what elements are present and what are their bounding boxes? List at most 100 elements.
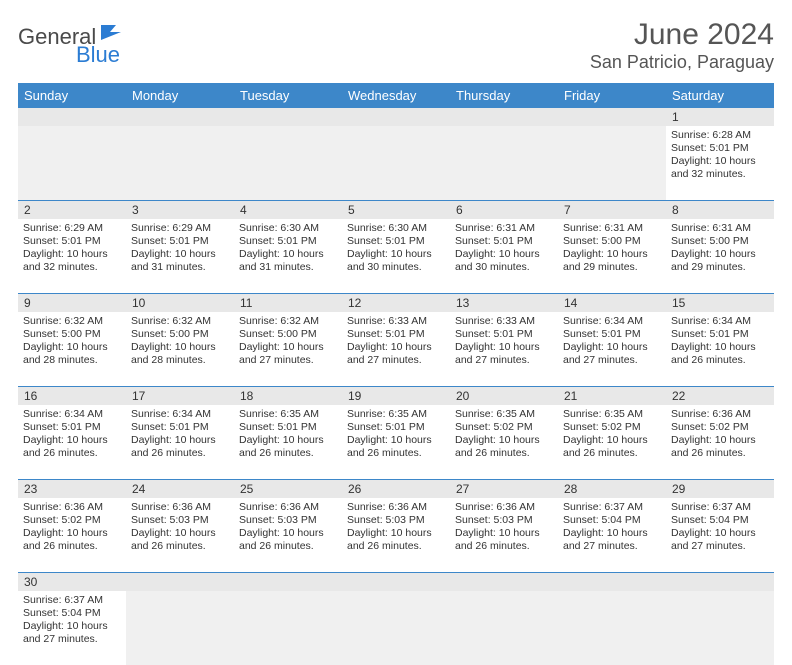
sunset-line: Sunset: 5:03 PM [455, 514, 553, 527]
weekday-header: Tuesday [234, 83, 342, 108]
day2-line: and 26 minutes. [455, 540, 553, 553]
sunrise-line: Sunrise: 6:36 AM [23, 501, 121, 514]
day-number: 26 [342, 480, 450, 498]
calendar-cell: Sunrise: 6:33 AMSunset: 5:01 PMDaylight:… [450, 312, 558, 386]
calendar-cell-empty [342, 591, 450, 665]
sunset-line: Sunset: 5:00 PM [131, 328, 229, 341]
calendar-cell: Sunrise: 6:36 AMSunset: 5:02 PMDaylight:… [18, 498, 126, 572]
calendar-cell-empty [666, 591, 774, 665]
weekday-header: Thursday [450, 83, 558, 108]
day2-line: and 32 minutes. [23, 261, 121, 274]
day-number: 17 [126, 387, 234, 405]
day-number [558, 108, 666, 126]
calendar-cell: Sunrise: 6:35 AMSunset: 5:02 PMDaylight:… [450, 405, 558, 479]
sunrise-line: Sunrise: 6:35 AM [563, 408, 661, 421]
sunset-line: Sunset: 5:00 PM [239, 328, 337, 341]
day2-line: and 26 minutes. [131, 540, 229, 553]
day-number: 3 [126, 201, 234, 219]
sunrise-line: Sunrise: 6:35 AM [239, 408, 337, 421]
day-number: 10 [126, 294, 234, 312]
day-number: 8 [666, 201, 774, 219]
day-number [450, 573, 558, 591]
sunset-line: Sunset: 5:01 PM [23, 421, 121, 434]
day1-line: Daylight: 10 hours [23, 620, 121, 633]
day2-line: and 27 minutes. [347, 354, 445, 367]
calendar-cell-empty [234, 126, 342, 200]
sunrise-line: Sunrise: 6:37 AM [671, 501, 769, 514]
sunset-line: Sunset: 5:02 PM [455, 421, 553, 434]
day2-line: and 26 minutes. [671, 447, 769, 460]
calendar-week: Sunrise: 6:28 AMSunset: 5:01 PMDaylight:… [18, 126, 774, 201]
page-header: GeneralBlue June 2024 San Patricio, Para… [18, 18, 774, 73]
calendar-cell: Sunrise: 6:31 AMSunset: 5:01 PMDaylight:… [450, 219, 558, 293]
calendar-cell: Sunrise: 6:35 AMSunset: 5:01 PMDaylight:… [342, 405, 450, 479]
calendar-cell: Sunrise: 6:32 AMSunset: 5:00 PMDaylight:… [234, 312, 342, 386]
day-number [126, 573, 234, 591]
day1-line: Daylight: 10 hours [563, 341, 661, 354]
day-number [558, 573, 666, 591]
weekday-header: Monday [126, 83, 234, 108]
sunrise-line: Sunrise: 6:31 AM [455, 222, 553, 235]
sunset-line: Sunset: 5:03 PM [239, 514, 337, 527]
day-number-row: 1 [18, 108, 774, 126]
sunrise-line: Sunrise: 6:28 AM [671, 129, 769, 142]
day-number [234, 108, 342, 126]
day-number: 9 [18, 294, 126, 312]
day2-line: and 26 minutes. [131, 447, 229, 460]
sunrise-line: Sunrise: 6:34 AM [23, 408, 121, 421]
day1-line: Daylight: 10 hours [563, 248, 661, 261]
calendar-cell: Sunrise: 6:35 AMSunset: 5:01 PMDaylight:… [234, 405, 342, 479]
calendar-cell: Sunrise: 6:29 AMSunset: 5:01 PMDaylight:… [18, 219, 126, 293]
day-number: 18 [234, 387, 342, 405]
sunrise-line: Sunrise: 6:29 AM [23, 222, 121, 235]
day1-line: Daylight: 10 hours [23, 248, 121, 261]
day1-line: Daylight: 10 hours [131, 434, 229, 447]
calendar-week: Sunrise: 6:36 AMSunset: 5:02 PMDaylight:… [18, 498, 774, 573]
flag-icon [99, 32, 127, 44]
calendar-cell: Sunrise: 6:32 AMSunset: 5:00 PMDaylight:… [18, 312, 126, 386]
calendar-grid: Sunday Monday Tuesday Wednesday Thursday… [18, 83, 774, 665]
day2-line: and 26 minutes. [23, 447, 121, 460]
day1-line: Daylight: 10 hours [563, 527, 661, 540]
sunrise-line: Sunrise: 6:36 AM [455, 501, 553, 514]
day2-line: and 27 minutes. [455, 354, 553, 367]
sunrise-line: Sunrise: 6:33 AM [455, 315, 553, 328]
sunset-line: Sunset: 5:01 PM [23, 235, 121, 248]
day2-line: and 26 minutes. [23, 540, 121, 553]
month-title: June 2024 [590, 18, 774, 52]
sunset-line: Sunset: 5:04 PM [23, 607, 121, 620]
sunset-line: Sunset: 5:02 PM [671, 421, 769, 434]
day1-line: Daylight: 10 hours [455, 527, 553, 540]
calendar-cell-empty [234, 591, 342, 665]
sunrise-line: Sunrise: 6:32 AM [131, 315, 229, 328]
day2-line: and 26 minutes. [671, 354, 769, 367]
calendar-week: Sunrise: 6:37 AMSunset: 5:04 PMDaylight:… [18, 591, 774, 665]
sunset-line: Sunset: 5:03 PM [347, 514, 445, 527]
day1-line: Daylight: 10 hours [671, 527, 769, 540]
day-number: 12 [342, 294, 450, 312]
day1-line: Daylight: 10 hours [455, 341, 553, 354]
day1-line: Daylight: 10 hours [455, 434, 553, 447]
sunrise-line: Sunrise: 6:36 AM [239, 501, 337, 514]
day1-line: Daylight: 10 hours [131, 527, 229, 540]
weekday-header: Friday [558, 83, 666, 108]
day-number [234, 573, 342, 591]
day-number: 28 [558, 480, 666, 498]
day1-line: Daylight: 10 hours [239, 248, 337, 261]
day-number-row: 9101112131415 [18, 294, 774, 312]
sunrise-line: Sunrise: 6:36 AM [131, 501, 229, 514]
sunrise-line: Sunrise: 6:34 AM [131, 408, 229, 421]
calendar-week: Sunrise: 6:34 AMSunset: 5:01 PMDaylight:… [18, 405, 774, 480]
sunrise-line: Sunrise: 6:30 AM [239, 222, 337, 235]
sunrise-line: Sunrise: 6:32 AM [23, 315, 121, 328]
calendar-cell-empty [558, 126, 666, 200]
day1-line: Daylight: 10 hours [239, 434, 337, 447]
day2-line: and 30 minutes. [347, 261, 445, 274]
calendar-cell-empty [450, 126, 558, 200]
sunrise-line: Sunrise: 6:31 AM [671, 222, 769, 235]
day2-line: and 29 minutes. [671, 261, 769, 274]
day-number [18, 108, 126, 126]
calendar-cell-empty [450, 591, 558, 665]
sunrise-line: Sunrise: 6:34 AM [563, 315, 661, 328]
sunrise-line: Sunrise: 6:37 AM [563, 501, 661, 514]
